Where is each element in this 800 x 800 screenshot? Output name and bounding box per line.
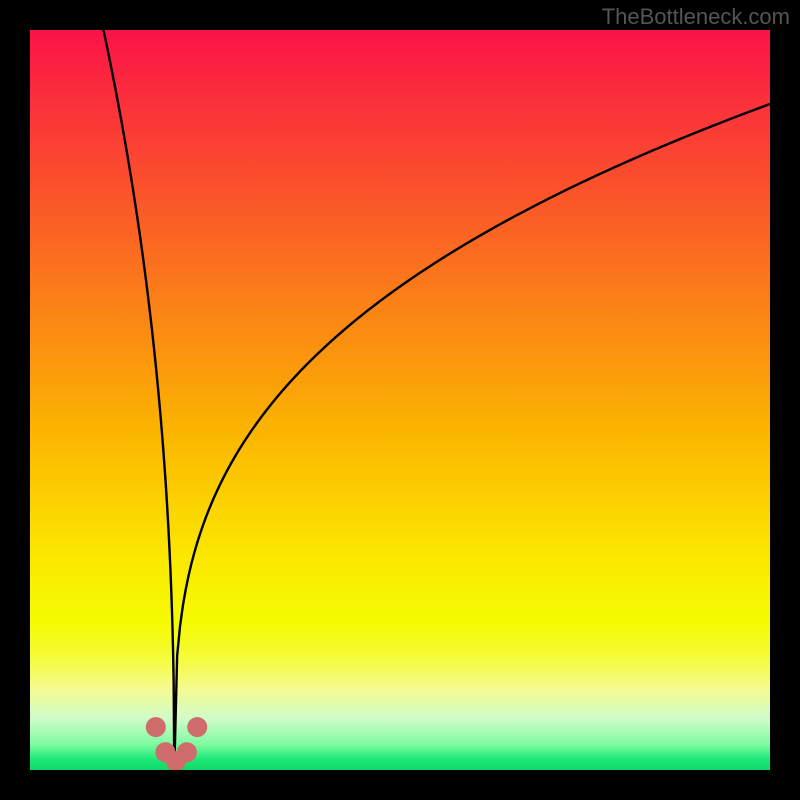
chart-svg [30, 30, 770, 770]
curve-marker [177, 743, 196, 762]
curve-marker [146, 718, 165, 737]
chart-frame: TheBottleneck.com [0, 0, 800, 800]
watermark-text: TheBottleneck.com [602, 4, 790, 30]
plot-area [30, 30, 770, 770]
curve-marker [188, 718, 207, 737]
gradient-background [30, 30, 770, 770]
